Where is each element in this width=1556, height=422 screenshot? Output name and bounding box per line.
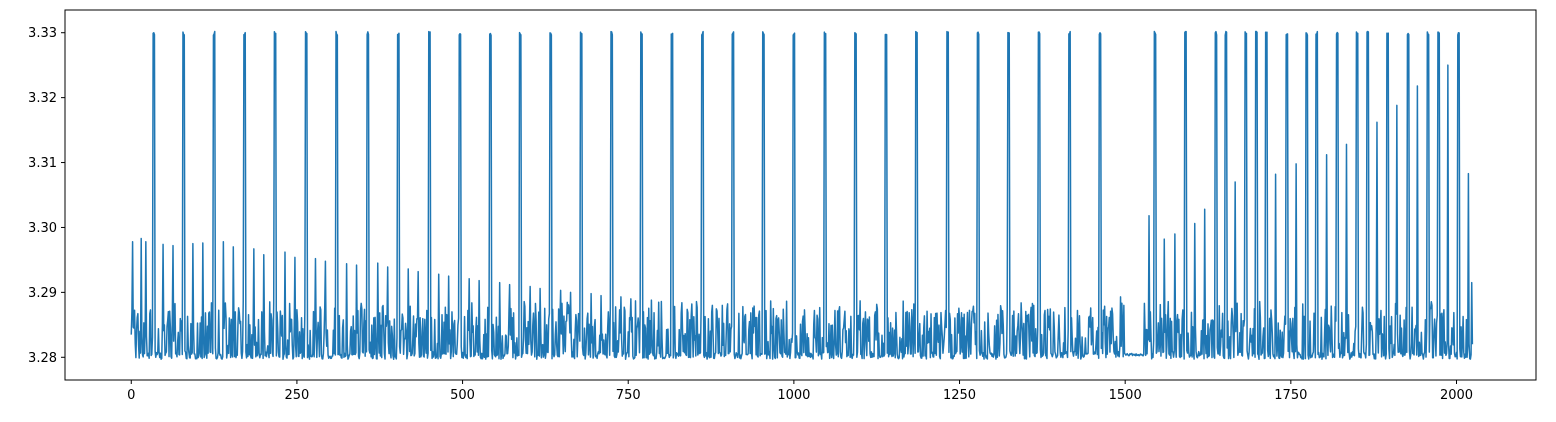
x-tick-label: 1250: [943, 388, 976, 403]
x-tick-label: 500: [450, 388, 475, 403]
x-tick-label: 1000: [777, 388, 810, 403]
series-line: [130, 30, 1474, 360]
x-tick-label: 0: [127, 388, 135, 403]
y-tick-label: 3.33: [28, 26, 57, 41]
plot-layer: [130, 30, 1474, 360]
y-tick-label: 3.28: [28, 351, 57, 366]
x-tick-label: 2000: [1440, 388, 1473, 403]
axes-frame: [64, 9, 1537, 381]
y-tick-label: 3.30: [28, 221, 57, 236]
axes-layer: 0 250 500 750 1000 1250 1500 1750 2000 3.28 3.29 3.…: [28, 9, 1537, 403]
x-tick-label: 250: [285, 388, 310, 403]
y-tick-label: 3.31: [28, 156, 57, 171]
y-tick-label: 3.29: [28, 286, 57, 301]
x-tick-label: 1500: [1109, 388, 1142, 403]
x-tick-label: 1750: [1274, 388, 1307, 403]
y-tick-label: 3.32: [28, 91, 57, 106]
x-tick-label: 750: [616, 388, 641, 403]
